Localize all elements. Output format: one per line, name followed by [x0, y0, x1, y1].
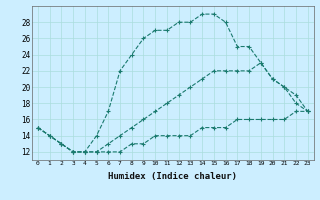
- X-axis label: Humidex (Indice chaleur): Humidex (Indice chaleur): [108, 172, 237, 181]
